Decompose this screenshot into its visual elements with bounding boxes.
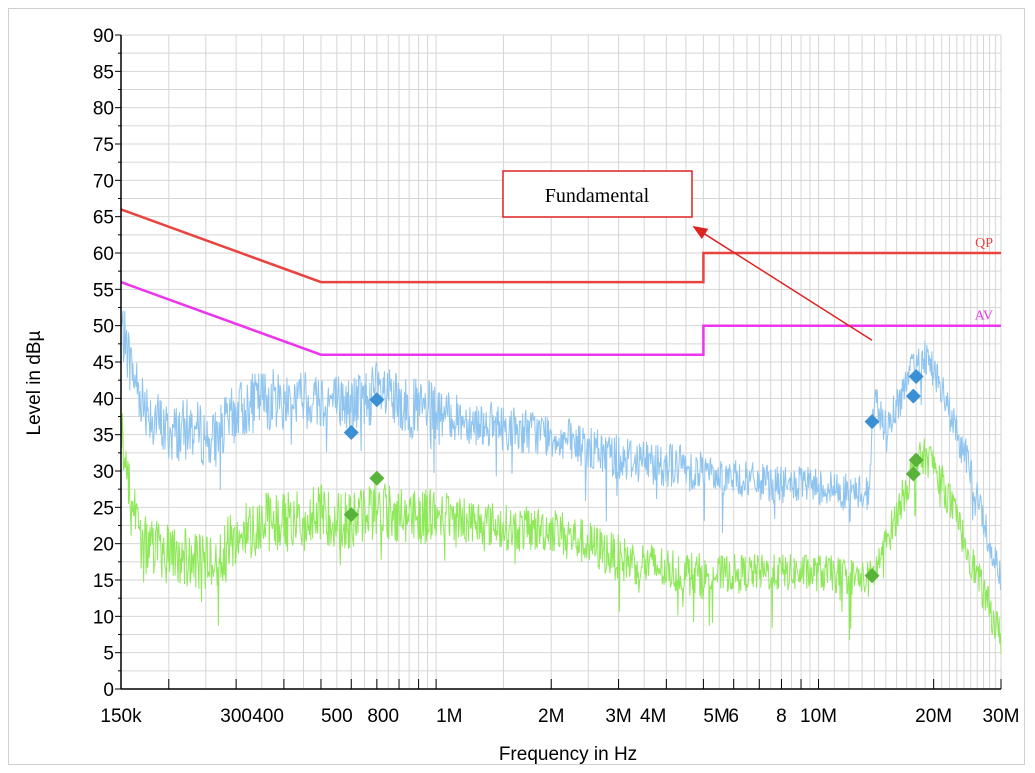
x-tick-label: 2M [538,706,564,727]
peak-markers [343,369,924,584]
y-tick-label: 70 [93,171,114,192]
x-axis-title: Frequency in Hz [499,744,637,765]
y-tick-label: 0 [103,680,114,701]
y-tick-label: 90 [93,26,114,47]
peak-marker [343,424,359,440]
y-axis-title: Level in dBµ [24,330,45,435]
x-tick-label: 3M [605,706,631,727]
y-tick-label: 5 [103,644,114,665]
x-tick-label: 10M [800,706,837,727]
limit-line-qp [120,208,1001,284]
x-tick-label: 150k [100,706,142,727]
y-tick-label: 60 [93,244,114,265]
x-tick-label: 300 [220,706,252,727]
x-tick-label: 5M [703,706,729,727]
measurement-traces [120,310,1002,655]
y-tick-label: 80 [93,99,114,120]
average-trace [120,413,1002,655]
peak-marker [343,507,359,523]
x-tick-label: 500 [321,706,353,727]
limit-lines: QP AV [120,208,1001,356]
peak-marker [369,392,385,408]
limit-label-qp: QP [975,236,993,251]
annotation-arrow [701,231,873,341]
peak-marker [908,452,924,468]
y-tick-label: 75 [93,135,114,156]
peak-marker [908,369,924,385]
peak-marker [905,466,921,482]
x-tick-label: 6 [728,706,739,727]
limit-label-av: AV [975,309,993,324]
y-tick-label: 35 [93,426,114,447]
y-tick-label: 30 [93,462,114,483]
y-tick-label: 20 [93,535,114,556]
x-tick-label: 800 [367,706,399,727]
x-tick-label: 30M [983,706,1020,727]
annotation-text: Fundamental [545,185,650,207]
y-tick-label: 45 [93,353,114,374]
y-tick-label: 10 [93,607,114,628]
x-tick-label: 1M [436,706,462,727]
limit-line-av [120,280,1001,356]
peak-marker [864,414,880,430]
peak-marker [369,470,385,486]
axes: 0 5 10 15 20 25 30 35 40 45 50 55 60 65 70 75 80 85 90 150k… [93,26,1020,727]
annotation-arrowhead [692,225,709,240]
y-tick-label: 55 [93,280,114,301]
y-tick-label: 40 [93,389,114,410]
annotation: Fundamental [502,170,873,341]
peak-trace [120,310,1002,591]
peak-marker [864,568,880,584]
annotation-box [502,170,693,218]
y-tick-label: 25 [93,498,114,519]
y-tick-label: 65 [93,208,114,229]
x-tick-label: 4M [640,706,666,727]
y-tick-label: 50 [93,317,114,338]
chart-frame [8,8,1025,765]
x-tick-label: 8 [776,706,787,727]
y-tick-label: 15 [93,571,114,592]
y-tick-label: 85 [93,62,114,83]
peak-marker [905,388,921,404]
x-tick-label: 20M [915,706,952,727]
x-tick-label: 400 [252,706,284,727]
